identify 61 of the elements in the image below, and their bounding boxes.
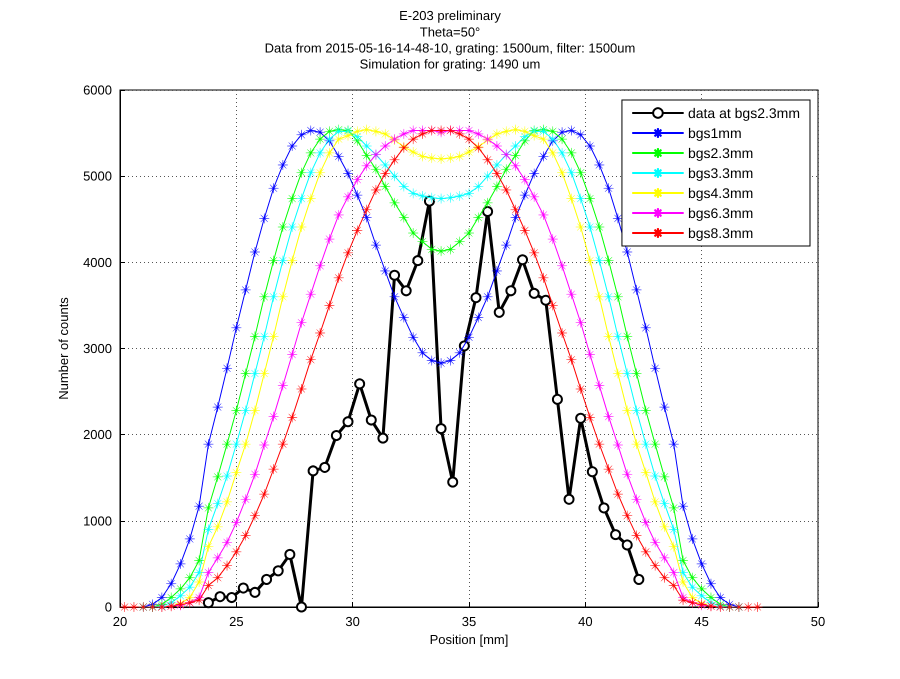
point — [610, 529, 622, 540]
x-axis-title: Position [mm] — [430, 632, 508, 647]
point — [586, 466, 598, 478]
point — [214, 591, 226, 602]
point — [342, 416, 354, 428]
point — [505, 285, 516, 296]
chart-title: E-203 preliminary — [399, 8, 502, 23]
point — [575, 412, 586, 424]
y-tick-label: 2000 — [83, 427, 112, 442]
x-tick-label: 20 — [112, 614, 128, 629]
y-tick-label: 0 — [104, 600, 112, 614]
point — [540, 294, 552, 306]
point — [296, 602, 307, 612]
point — [226, 592, 238, 604]
x-tick-label: 50 — [810, 614, 826, 629]
point — [308, 465, 319, 476]
point — [622, 539, 633, 550]
point — [470, 292, 482, 304]
point — [261, 574, 272, 585]
chart-subtitle: Theta=50° Data from 2015-05-16-14-48-10, grating: 1500um, filter: 1500um Simulation for grating: 1490 um — [264, 24, 636, 72]
y-tick-label: 5000 — [83, 168, 112, 184]
y-tick-label: 3000 — [83, 341, 112, 356]
point — [319, 462, 330, 473]
point — [354, 378, 366, 390]
point — [330, 430, 342, 442]
y-tick-label: 6000 — [83, 82, 112, 98]
point — [400, 285, 412, 296]
y-tick-label: 4000 — [83, 254, 112, 270]
x-tick-label: 35 — [462, 614, 476, 629]
x-tick-label: 45 — [694, 614, 709, 629]
point — [284, 548, 296, 560]
point — [238, 582, 249, 594]
point — [436, 423, 447, 434]
point — [272, 565, 284, 576]
point — [552, 394, 563, 405]
legend-label: bgs8.3mm — [688, 225, 754, 241]
point — [494, 306, 505, 318]
point — [366, 414, 377, 426]
legend-label: bgs3.3mm — [688, 165, 754, 181]
legend-label: bgs2.3mm — [688, 145, 754, 161]
point — [249, 586, 260, 598]
x-tick-label: 25 — [229, 614, 244, 629]
point — [412, 255, 424, 266]
point — [598, 502, 610, 514]
y-axis-title: Number of counts — [56, 296, 71, 400]
point — [528, 288, 540, 299]
legend-label: data at bgs2.3mm — [688, 105, 800, 121]
point — [377, 432, 388, 444]
point — [482, 206, 494, 217]
point — [202, 597, 214, 608]
legend-label: bgs1mm — [688, 125, 742, 141]
point — [389, 270, 400, 281]
point — [633, 574, 644, 585]
y-tick-label: 1000 — [83, 513, 112, 528]
legend-label: bgs6.3mm — [688, 205, 754, 221]
point — [564, 494, 575, 505]
legend-label: bgs4.3mm — [688, 185, 754, 201]
point — [517, 254, 528, 266]
x-tick-label: 40 — [578, 614, 593, 629]
x-tick-label: 30 — [345, 614, 360, 629]
point — [447, 476, 458, 488]
